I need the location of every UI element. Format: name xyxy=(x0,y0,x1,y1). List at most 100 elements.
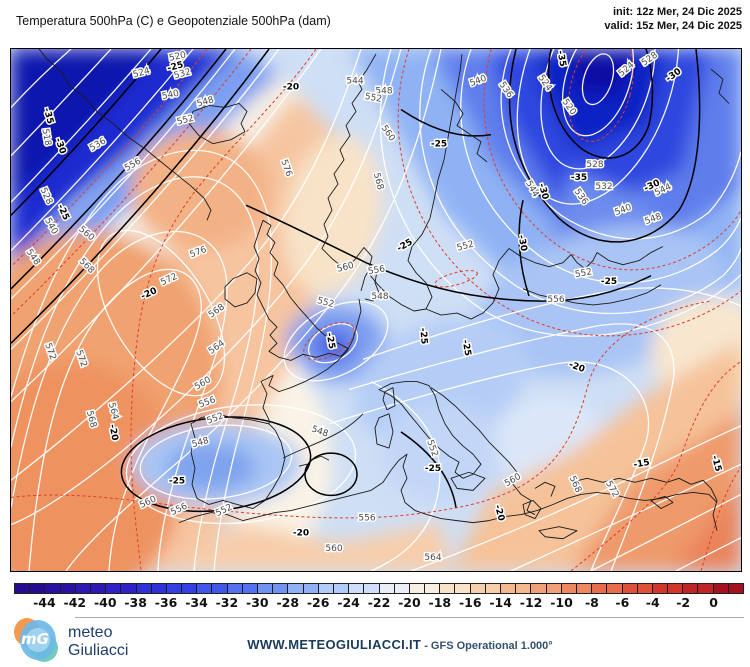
colorbar-cell xyxy=(637,584,653,593)
footer-divider xyxy=(75,617,744,618)
colorbar-tick-label: -16 xyxy=(458,595,482,610)
geopotential-label: 524 xyxy=(132,66,151,80)
temperature-label: -25 xyxy=(460,339,473,357)
colorbar-cell xyxy=(273,584,289,593)
colorbar-cell xyxy=(470,584,486,593)
colorbar-cell xyxy=(379,584,395,593)
colorbar-tick-label: -8 xyxy=(584,595,599,610)
temperature-label: -25 xyxy=(601,277,617,287)
geopotential-label: 560 xyxy=(325,544,342,554)
colorbar-tick-label: -40 xyxy=(93,595,117,610)
colorbar-tick-label: -6 xyxy=(615,595,630,610)
colorbar-cell xyxy=(45,584,61,593)
colorbar-cell xyxy=(455,584,471,593)
colorbar-cell xyxy=(592,584,608,593)
colorbar-tick-label: -44 xyxy=(33,595,56,610)
colorbar-cell xyxy=(546,584,562,593)
temperature-colorbar xyxy=(14,583,744,594)
run-info: init: 12z Mer, 24 Dic 2025 valid: 15z Me… xyxy=(604,5,742,33)
colorbar-tick-label: -10 xyxy=(550,595,573,610)
temperature-label: -30 xyxy=(516,234,529,252)
colorbar-tick-label: -20 xyxy=(398,595,421,610)
colorbar-tick-label: -22 xyxy=(367,595,391,610)
logo-monogram: mG xyxy=(21,630,49,648)
colorbar-cell xyxy=(75,584,91,593)
colorbar-cell xyxy=(227,584,243,593)
temperature-label: -25 xyxy=(431,140,447,150)
colorbar-cell xyxy=(258,584,274,593)
colorbar-cell xyxy=(561,584,577,593)
website-url: WWW.METEOGIULIACCI.IT xyxy=(247,637,422,652)
geopotential-label: 556 xyxy=(547,295,564,305)
brand-name: meteo Giuliacci xyxy=(68,624,128,660)
colorbar-cell xyxy=(106,584,122,593)
colorbar-cell xyxy=(151,584,167,593)
colorbar-cell xyxy=(364,584,380,593)
colorbar-cell xyxy=(652,584,669,593)
colorbar-tick-label: -30 xyxy=(246,595,269,610)
colorbar-cell xyxy=(30,584,46,593)
model-info: - GFS Operational 1.000° xyxy=(421,640,553,652)
colorbar-tick-label: 0 xyxy=(709,595,718,610)
colorbar-tick-label: -4 xyxy=(645,595,660,610)
colorbar-tick-label: -14 xyxy=(489,595,512,610)
weather-map: 520 524 532 540 548 552 556 536 518 528 540 548 560 5… xyxy=(10,48,742,572)
meteogiuliacci-logo: mG xyxy=(12,616,62,664)
brand-line1: meteo xyxy=(68,624,113,641)
init-time: init: 12z Mer, 24 Dic 2025 xyxy=(612,6,742,18)
geopotential-label: 548 xyxy=(375,86,392,96)
temperature-label: -20 xyxy=(107,424,120,442)
colorbar-tick-label: -12 xyxy=(519,595,543,610)
colorbar-cell xyxy=(622,584,638,593)
colorbar-cell xyxy=(303,584,319,593)
colorbar-cell xyxy=(333,584,350,593)
temperature-label: -15 xyxy=(633,458,651,471)
temperature-label: -25 xyxy=(417,327,428,344)
colorbar-tick-label: -2 xyxy=(676,595,691,610)
colorbar-cell xyxy=(182,584,198,593)
geopotential-label: 556 xyxy=(367,264,386,277)
colorbar-cell xyxy=(166,584,183,593)
coastlines xyxy=(38,49,730,540)
colorbar-cell xyxy=(288,584,304,593)
temperature-contours-black xyxy=(11,49,701,513)
geopotential-label: 532 xyxy=(595,182,612,192)
colorbar-cell xyxy=(607,584,623,593)
colorbar-tick-label: -36 xyxy=(154,595,178,610)
temperature-label: -15 xyxy=(709,454,723,472)
geopotential-label: 518 xyxy=(40,128,53,147)
colorbar-tick-label: -42 xyxy=(63,595,87,610)
geopotential-label: 560 xyxy=(336,261,355,275)
colorbar-cell xyxy=(576,584,593,593)
temperature-label: -25 xyxy=(324,332,337,350)
brand-line2: Giuliacci xyxy=(68,642,129,659)
colorbar-cell xyxy=(349,584,365,593)
colorbar-cell xyxy=(683,584,699,593)
colorbar-cell xyxy=(713,584,729,593)
colorbar-cell xyxy=(531,584,547,593)
page-title: Temperatura 500hPa (C) e Geopotenziale 5… xyxy=(16,14,331,28)
colorbar-tick-label: -32 xyxy=(215,595,239,610)
colorbar-cell xyxy=(318,584,334,593)
colorbar-cell xyxy=(394,584,410,593)
temperature-label: -20 xyxy=(293,529,309,539)
temperature-label: -20 xyxy=(283,82,299,92)
colorbar-tick-label: -24 xyxy=(337,595,360,610)
colorbar-cell xyxy=(440,584,456,593)
logo-inner-circle xyxy=(26,628,50,652)
temperature-contours-red xyxy=(11,49,741,571)
valid-time: valid: 15z Mer, 24 Dic 2025 xyxy=(604,20,742,32)
geopotential-label: 548 xyxy=(371,292,388,302)
colorbar-cell xyxy=(136,584,152,593)
colorbar-cell xyxy=(485,584,501,593)
colorbar-cell xyxy=(90,584,107,593)
colorbar-cell xyxy=(212,584,228,593)
geopotential-label: 528 xyxy=(586,160,603,170)
geopotential-label: 544 xyxy=(346,76,363,86)
colorbar-cell xyxy=(728,584,743,593)
temperature-label: -25 xyxy=(169,476,185,486)
temperature-label: -25 xyxy=(425,464,441,474)
colorbar-tick-label: -26 xyxy=(306,595,330,610)
